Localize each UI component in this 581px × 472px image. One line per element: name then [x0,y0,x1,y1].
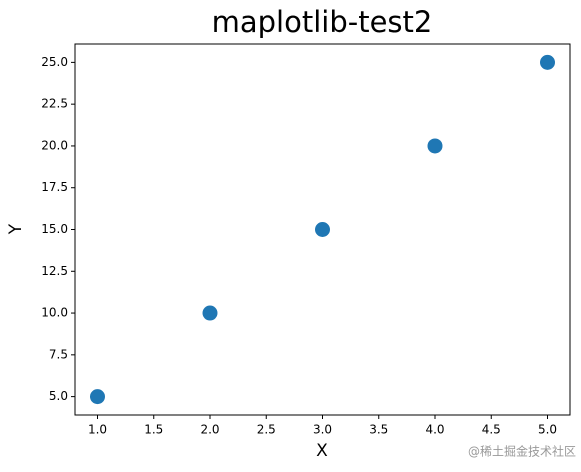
y-tick-label: 15.0 [41,222,68,236]
watermark: @稀土掘金技术社区 [468,444,576,459]
y-tick-label: 20.0 [41,138,68,152]
x-tick-label: 4.5 [482,423,501,437]
x-tick-label: 4.0 [425,423,444,437]
y-tick-label: 10.0 [41,306,68,320]
x-tick-label: 3.5 [369,423,388,437]
x-tick-label: 1.0 [88,423,107,437]
x-tick-label: 2.5 [257,423,276,437]
x-axis-label: X [316,441,328,461]
y-tick-label: 12.5 [41,264,68,278]
x-tick-label: 1.5 [144,423,163,437]
y-tick-label: 25.0 [41,55,68,69]
chart-title: maplotlib-test2 [212,5,433,39]
x-tick-label: 3.0 [313,423,332,437]
point [90,389,105,405]
y-tick-label: 22.5 [41,97,68,111]
point [540,54,555,70]
y-tick-label: 7.5 [49,347,68,361]
point [427,138,443,154]
y-tick-label: 5.0 [49,389,68,403]
point [202,305,218,321]
y-tick-label: 17.5 [41,180,68,194]
point [315,222,330,237]
x-tick-label: 5.0 [538,423,557,437]
x-tick-label: 2.0 [200,423,219,437]
y-axis-label: Y [6,223,26,235]
